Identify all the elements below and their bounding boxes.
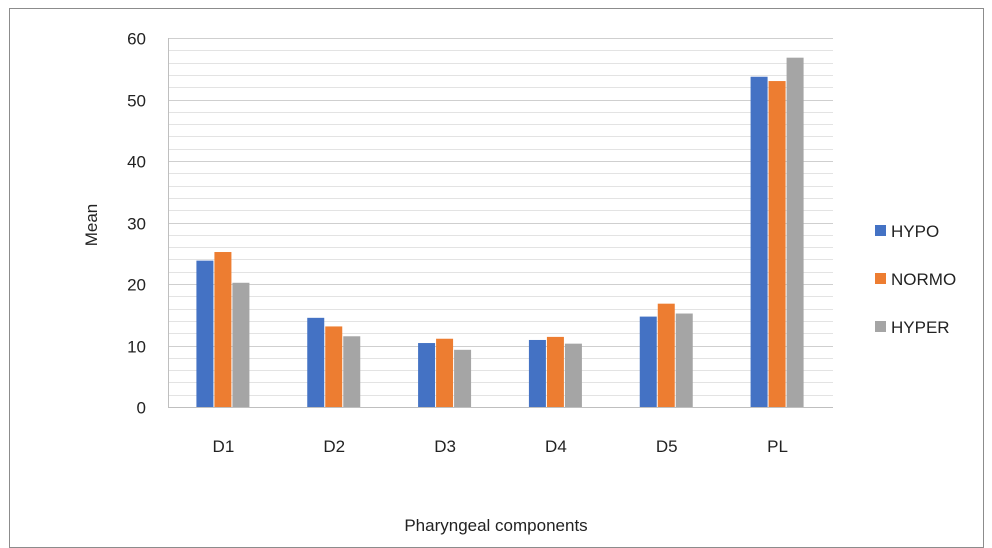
bar-hypo-d4 xyxy=(528,339,546,407)
y-tick-label: 0 xyxy=(137,399,146,418)
bar-normo-d4 xyxy=(546,336,564,407)
bar-hypo-d1 xyxy=(196,260,214,407)
legend-swatch-hypo xyxy=(875,225,886,236)
legend: HYPO NORMO HYPER xyxy=(875,222,956,337)
x-tick-label: D3 xyxy=(434,437,456,456)
bar-normo-d5 xyxy=(657,303,675,407)
bar-hyper-d3 xyxy=(454,349,472,407)
x-tick-label: D4 xyxy=(545,437,567,456)
bar-hyper-d2 xyxy=(343,336,361,407)
bar-hypo-d3 xyxy=(418,343,436,407)
bar-hypo-d2 xyxy=(307,317,325,407)
x-tick-label: D5 xyxy=(656,437,678,456)
tick-labels: 0 10 20 30 40 50 60 D1 D2 D3 D4 D5 PL xyxy=(127,30,788,457)
bar-hypo-pl xyxy=(750,76,768,408)
legend-swatch-normo xyxy=(875,273,886,284)
axes xyxy=(168,38,833,408)
legend-label-hyper: HYPER xyxy=(891,318,950,337)
y-tick-label: 10 xyxy=(127,338,146,357)
bar-normo-d2 xyxy=(325,326,343,407)
gridlines xyxy=(168,38,833,396)
bar-hyper-d4 xyxy=(564,343,582,407)
bar-hyper-d5 xyxy=(675,313,693,407)
x-tick-label: PL xyxy=(767,437,788,456)
y-tick-label: 50 xyxy=(127,92,146,111)
bar-normo-d3 xyxy=(436,338,454,407)
y-tick-label: 60 xyxy=(127,30,146,49)
y-tick-label: 20 xyxy=(127,276,146,295)
y-tick-label: 40 xyxy=(127,153,146,172)
y-tick-label: 30 xyxy=(127,215,146,234)
legend-swatch-hyper xyxy=(875,321,886,332)
chart: 0 10 20 30 40 50 60 D1 D2 D3 D4 D5 PL Mean Pharyngea… xyxy=(82,30,956,536)
legend-label-normo: NORMO xyxy=(891,270,956,289)
bars xyxy=(196,57,804,408)
x-tick-label: D2 xyxy=(323,437,345,456)
y-axis-title: Mean xyxy=(82,204,101,247)
chart-frame xyxy=(9,8,984,548)
bar-normo-pl xyxy=(768,81,786,408)
bar-hyper-pl xyxy=(786,57,804,408)
legend-label-hypo: HYPO xyxy=(891,222,939,241)
x-tick-label: D1 xyxy=(213,437,235,456)
bar-normo-d1 xyxy=(214,252,232,407)
bar-hypo-d5 xyxy=(639,316,657,407)
x-axis-title: Pharyngeal components xyxy=(404,516,587,535)
bar-hyper-d1 xyxy=(232,282,250,407)
